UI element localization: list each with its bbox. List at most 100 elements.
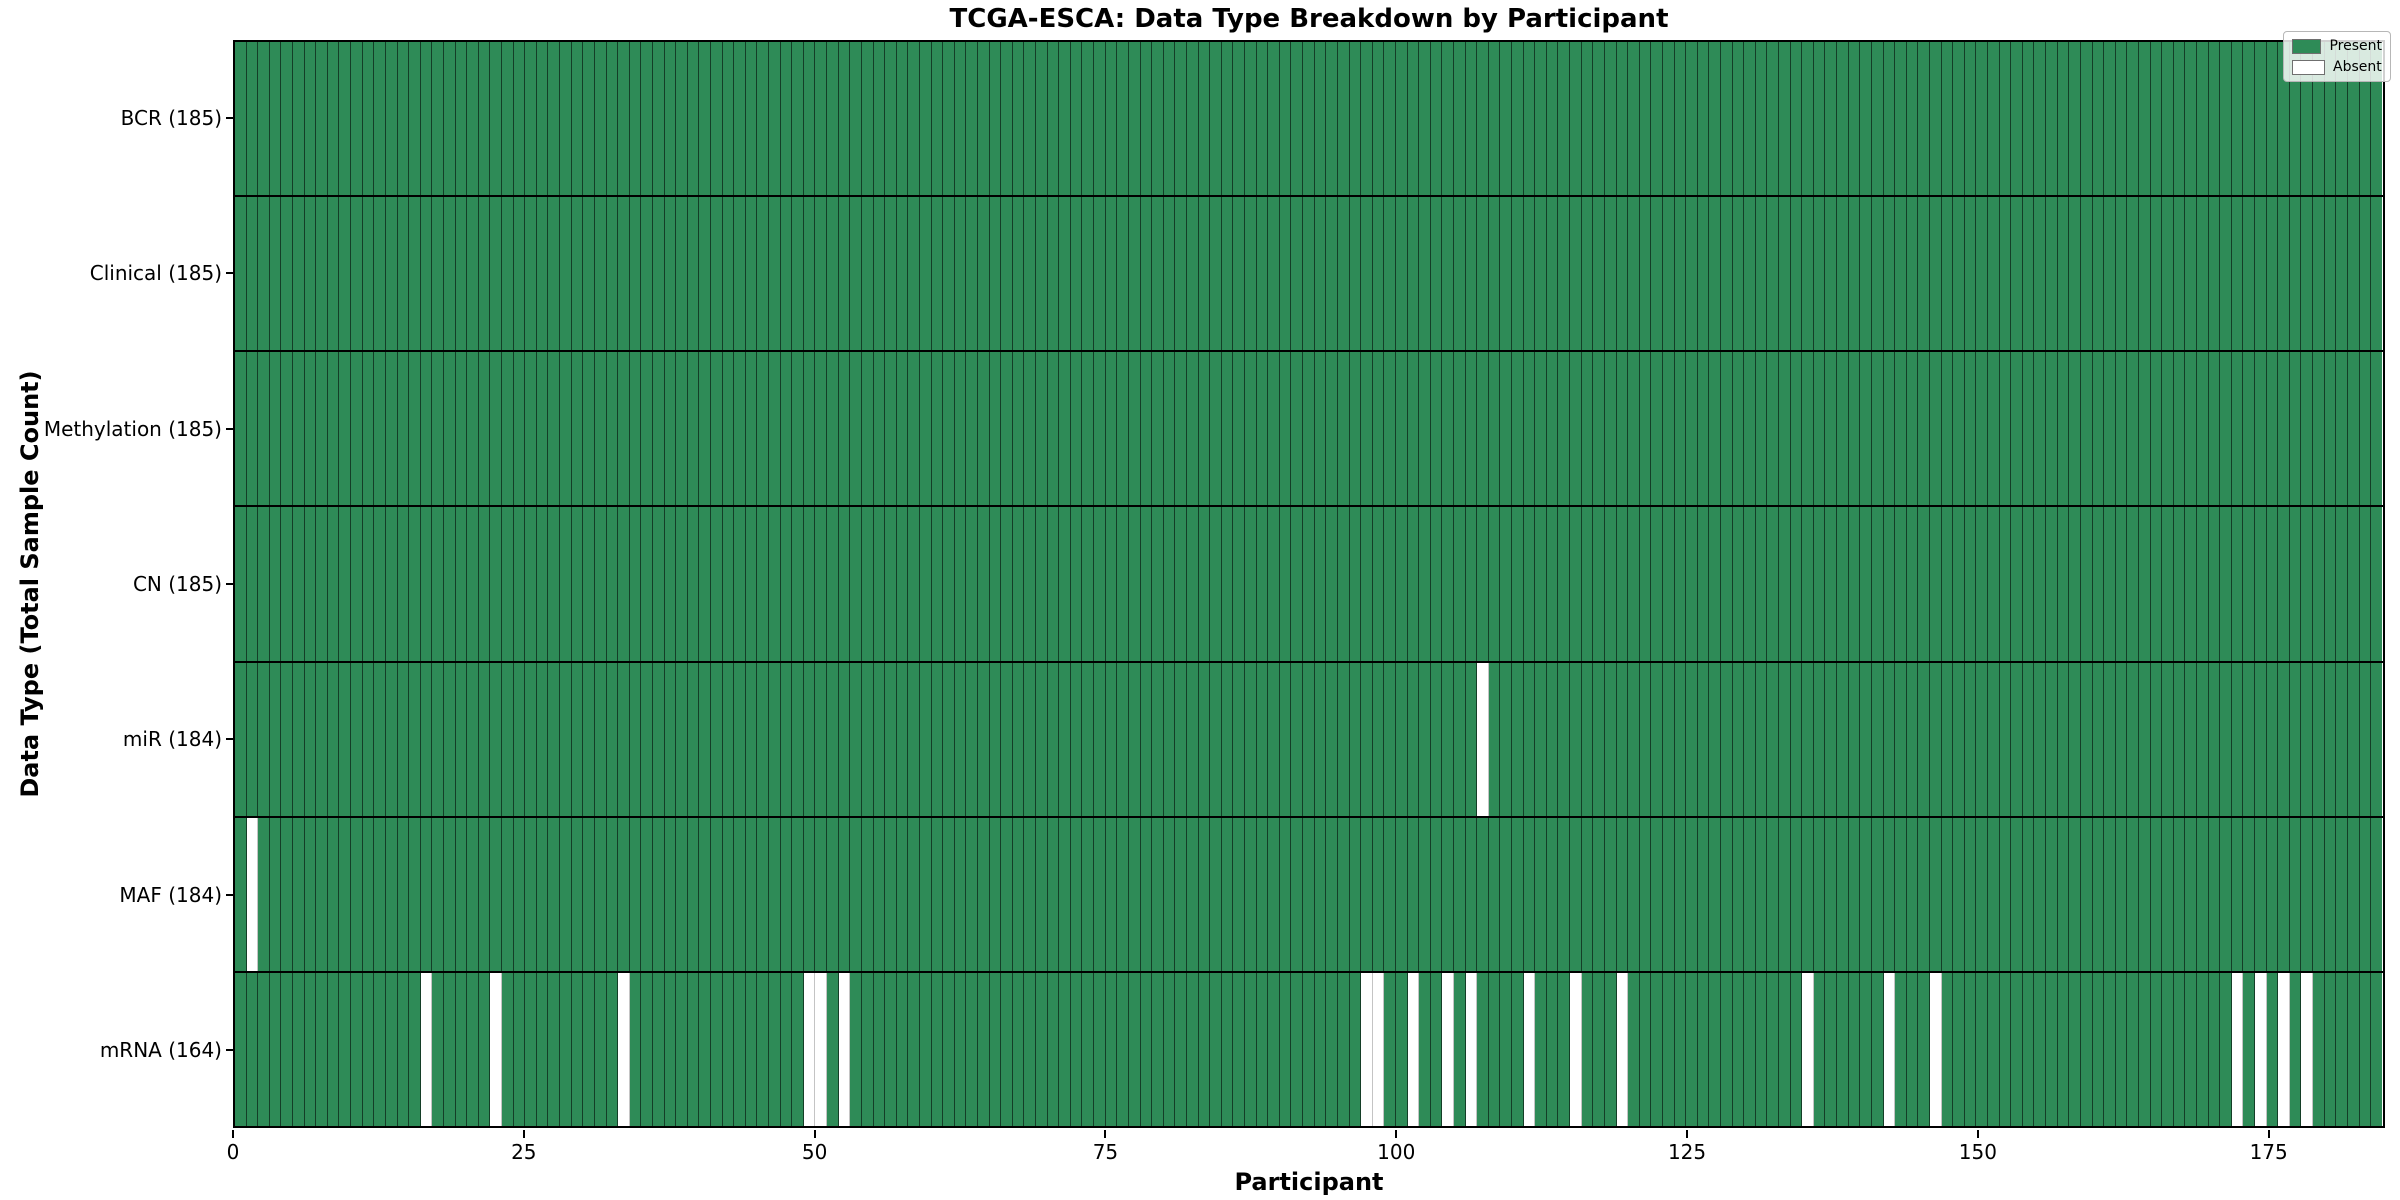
heatmap-cell bbox=[1837, 817, 1849, 971]
heatmap-cell bbox=[1546, 972, 1559, 1126]
heatmap-cell bbox=[943, 817, 955, 971]
heatmap-cell bbox=[1802, 972, 1814, 1126]
heatmap-cell bbox=[989, 817, 1002, 971]
heatmap-cell bbox=[1198, 817, 1211, 971]
heatmap-cell bbox=[885, 507, 897, 661]
heatmap-cell bbox=[2208, 352, 2221, 506]
heatmap-cell bbox=[1871, 197, 1884, 351]
heatmap-cell bbox=[2220, 817, 2232, 971]
heatmap-cell bbox=[1163, 817, 1176, 971]
heatmap-cell bbox=[1953, 42, 1965, 196]
heatmap-cell bbox=[1593, 352, 1605, 506]
heatmap-cell bbox=[1941, 352, 1954, 506]
heatmap-cell bbox=[1674, 507, 1687, 661]
heatmap-cell bbox=[2266, 507, 2279, 661]
heatmap-cell bbox=[409, 662, 421, 816]
x-tick-label: 75 bbox=[1092, 1140, 1119, 1164]
heatmap-cell bbox=[1790, 42, 1803, 196]
heatmap-cell bbox=[1523, 972, 1536, 1126]
heatmap-cell bbox=[885, 817, 897, 971]
heatmap-cell bbox=[1732, 352, 1745, 506]
heatmap-cell bbox=[594, 817, 607, 971]
heatmap-cell bbox=[490, 972, 503, 1126]
heatmap-cell bbox=[2092, 662, 2105, 816]
heatmap-cell bbox=[1871, 507, 1884, 661]
heatmap-cell bbox=[1918, 42, 1930, 196]
heatmap-cell bbox=[443, 662, 456, 816]
x-tick-mark bbox=[232, 1130, 234, 1138]
heatmap-cell bbox=[1175, 352, 1187, 506]
heatmap-cell bbox=[699, 507, 711, 661]
heatmap-cell bbox=[2243, 972, 2256, 1126]
heatmap-cell bbox=[664, 42, 677, 196]
heatmap-cell bbox=[420, 662, 433, 816]
heatmap-cell bbox=[1500, 42, 1513, 196]
heatmap-cell bbox=[1442, 972, 1454, 1126]
heatmap-cell bbox=[815, 817, 828, 971]
heatmap-cell bbox=[792, 662, 804, 816]
heatmap-cell bbox=[1175, 507, 1187, 661]
heatmap-cell bbox=[2208, 662, 2221, 816]
heatmap-cell bbox=[455, 352, 468, 506]
heatmap-cell bbox=[1210, 662, 1222, 816]
heatmap-cell bbox=[304, 507, 317, 661]
heatmap-cell bbox=[2243, 42, 2256, 196]
heatmap-cell bbox=[2185, 197, 2197, 351]
heatmap-cell bbox=[850, 662, 862, 816]
heatmap-cell bbox=[1512, 352, 1524, 506]
heatmap-cell bbox=[1268, 42, 1280, 196]
heatmap-cell bbox=[2220, 197, 2232, 351]
heatmap-cell bbox=[838, 507, 851, 661]
heatmap-cell bbox=[2371, 972, 2382, 1126]
heatmap-cell bbox=[1604, 507, 1617, 661]
heatmap-cell bbox=[919, 352, 932, 506]
heatmap-cell bbox=[374, 352, 386, 506]
heatmap-cell bbox=[710, 662, 723, 816]
x-tick-mark bbox=[1976, 1130, 1979, 1138]
heatmap-cell bbox=[502, 352, 514, 506]
heatmap-cell bbox=[1117, 817, 1129, 971]
heatmap-cell bbox=[2231, 817, 2244, 971]
heatmap-cell bbox=[1813, 42, 1826, 196]
heatmap-cell bbox=[1941, 972, 1954, 1126]
heatmap-cell bbox=[1453, 42, 1466, 196]
heatmap-cell bbox=[420, 352, 433, 506]
heatmap-cell bbox=[1140, 662, 1153, 816]
heatmap-cell bbox=[699, 42, 711, 196]
heatmap-cell bbox=[676, 972, 688, 1126]
heatmap-cell bbox=[1860, 42, 1872, 196]
heatmap-cell bbox=[2231, 972, 2244, 1126]
heatmap-cell bbox=[1697, 972, 1710, 1126]
heatmap-cell bbox=[769, 972, 781, 1126]
heatmap-cell bbox=[2347, 662, 2360, 816]
heatmap-cell bbox=[1488, 507, 1501, 661]
heatmap-cell bbox=[1628, 42, 1640, 196]
heatmap-cell bbox=[618, 197, 630, 351]
heatmap-cell bbox=[2173, 42, 2186, 196]
heatmap-cell bbox=[1570, 197, 1582, 351]
heatmap-cell bbox=[1929, 662, 1942, 816]
heatmap-cell bbox=[351, 662, 363, 816]
heatmap-cell bbox=[2057, 662, 2070, 816]
heatmap-cell bbox=[1465, 507, 1478, 661]
heatmap-cell bbox=[1337, 197, 1350, 351]
heatmap-cell bbox=[1616, 197, 1629, 351]
heatmap-cell bbox=[1175, 817, 1187, 971]
heatmap-cell bbox=[293, 197, 305, 351]
heatmap-cell bbox=[1198, 42, 1211, 196]
heatmap-cell bbox=[1001, 972, 1013, 1126]
heatmap-cell bbox=[1651, 662, 1663, 816]
heatmap-cell bbox=[1279, 352, 1292, 506]
heatmap-cell bbox=[989, 507, 1002, 661]
heatmap-cell bbox=[1012, 662, 1025, 816]
heatmap-cell bbox=[1152, 42, 1164, 196]
heatmap-cell bbox=[467, 662, 479, 816]
heatmap-cell bbox=[443, 42, 456, 196]
heatmap-cell bbox=[1442, 42, 1454, 196]
heatmap-cell bbox=[1128, 972, 1141, 1126]
heatmap-cell bbox=[1128, 352, 1141, 506]
heatmap-cell bbox=[966, 972, 978, 1126]
heatmap-cell bbox=[1570, 972, 1582, 1126]
heatmap-cell bbox=[490, 197, 503, 351]
heatmap-cell bbox=[2127, 42, 2139, 196]
